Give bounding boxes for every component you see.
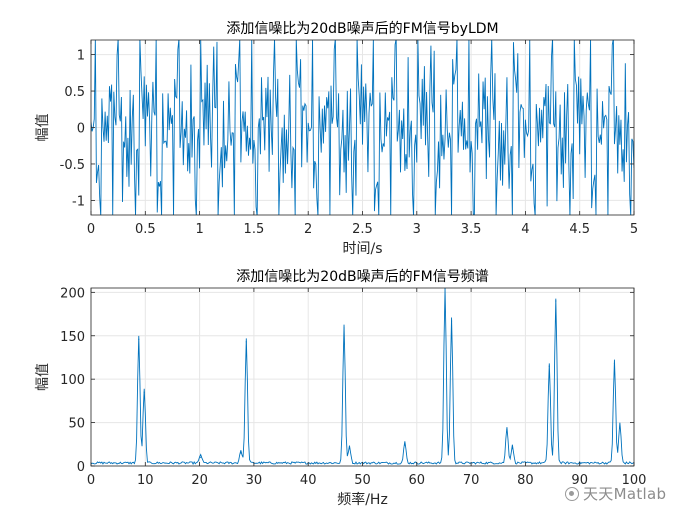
spectrum-peak — [548, 365, 550, 367]
wechat-icon — [565, 486, 579, 501]
y-tick-label: 100 — [60, 373, 85, 388]
x-tick-label: 70 — [463, 473, 480, 488]
signal-plot: 0 0.5 1 1.5 2 2.5 3 3.5 4 4.5 5 -1 -0.5 0 0.5 1 添加信噪比为20… — [35, 21, 638, 257]
signal-line — [91, 40, 634, 215]
x-axis-label: 时间/s — [342, 241, 382, 257]
spectrum-peak — [138, 338, 140, 340]
chart-title: 添加信噪比为20dB噪声后的FM信号byLDM — [226, 21, 498, 37]
spectrum-peak — [245, 341, 247, 343]
spectrum-peak — [619, 425, 621, 427]
x-tick-label: 2.5 — [352, 222, 373, 237]
x-tick-label: 1 — [195, 222, 203, 237]
y-tick-label: 0 — [77, 122, 85, 137]
x-tick-label: 5 — [630, 222, 638, 237]
y-tick-label: 0.5 — [64, 85, 85, 100]
spectrum-peak — [200, 456, 202, 458]
y-tick-label: 200 — [60, 286, 85, 301]
spectrum-peak — [404, 444, 406, 446]
watermark: 天天Matlab — [565, 483, 666, 504]
spectrum-peak — [511, 448, 513, 450]
x-tick-label: 3.5 — [461, 222, 482, 237]
spectrum-peak — [343, 327, 345, 329]
spectrum-peak — [613, 362, 616, 365]
y-tick-label: 50 — [68, 417, 85, 432]
y-axis-label: 幅值 — [35, 363, 51, 391]
x-tick-label: 4.5 — [569, 222, 590, 237]
x-tick-label: 0 — [87, 222, 95, 237]
x-axis-label: 频率/Hz — [337, 491, 388, 508]
spectrum-peak — [240, 452, 242, 454]
x-tick-label: 4 — [521, 222, 529, 237]
spectrum-peak — [143, 391, 145, 393]
y-tick-label: 0 — [77, 460, 85, 475]
x-tick-label: 1.5 — [244, 222, 265, 237]
x-tick-label: 3 — [413, 222, 421, 237]
x-tick-label: 20 — [191, 473, 208, 488]
x-tick-label: 50 — [354, 473, 371, 488]
x-tick-label: 30 — [246, 473, 263, 488]
y-tick-label: -0.5 — [60, 158, 85, 173]
chart-title: 添加信噪比为20dB噪声后的FM信号频谱 — [236, 269, 488, 285]
y-tick-label: 1 — [77, 49, 85, 64]
spectrum-peak — [555, 300, 557, 302]
spectrum-plot: 0 10 20 30 40 50 60 70 80 90 100 0 50 100 150 200 添加信噪比为… — [35, 269, 646, 508]
y-axis-label: 幅值 — [35, 114, 51, 142]
x-tick-label: 0 — [87, 473, 95, 488]
x-tick-label: 40 — [300, 473, 317, 488]
spectrum-peak — [450, 320, 453, 322]
x-tick-label: 10 — [137, 473, 154, 488]
x-tick-label: 60 — [409, 473, 426, 488]
spectrum-peak — [506, 428, 508, 431]
y-tick-label: 150 — [60, 330, 85, 345]
watermark-text: 天天Matlab — [583, 485, 667, 503]
spectrum-peak — [348, 448, 351, 450]
x-tick-label: 0.5 — [135, 222, 156, 237]
x-tick-label: 90 — [571, 473, 588, 488]
x-tick-label: 100 — [622, 473, 647, 488]
y-tick-label: -1 — [72, 194, 85, 209]
x-tick-label: 2 — [304, 222, 312, 237]
x-tick-label: 80 — [517, 473, 534, 488]
